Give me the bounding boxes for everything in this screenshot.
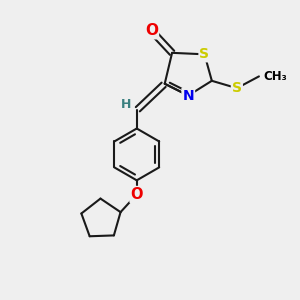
Text: S: S: [200, 47, 209, 61]
Text: O: O: [130, 187, 143, 202]
Text: CH₃: CH₃: [263, 70, 287, 83]
Text: N: N: [182, 88, 194, 103]
Text: H: H: [121, 98, 132, 111]
Text: S: S: [232, 81, 242, 95]
Text: O: O: [145, 23, 158, 38]
